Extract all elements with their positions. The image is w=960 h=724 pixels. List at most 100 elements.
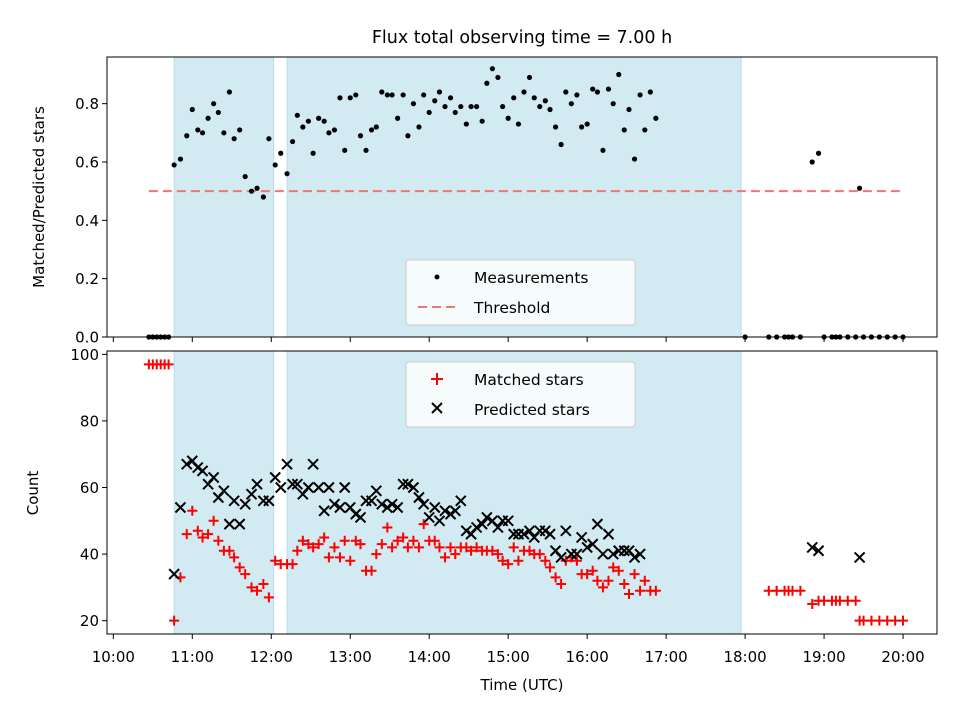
measurement-point — [621, 127, 627, 133]
matched-star-point — [540, 555, 551, 566]
x-tick-label: 11:00 — [171, 648, 214, 666]
predicted-star-point — [581, 541, 593, 554]
top-y-tick-label: 0.6 — [75, 154, 99, 172]
x-tick-label: 19:00 — [802, 648, 845, 666]
predicted-star-point — [571, 548, 583, 560]
matched-star-point — [355, 539, 366, 550]
predicted-star-point — [307, 458, 319, 470]
top-legend: Measurements Threshold — [405, 259, 636, 326]
matched-star-point — [229, 552, 240, 563]
matched-star-point — [213, 535, 224, 546]
matched-star-point — [534, 549, 545, 560]
predicted-star-point — [502, 515, 514, 527]
matched-star-point — [582, 569, 593, 580]
measurement-point — [242, 173, 248, 180]
matched-star-point — [487, 545, 498, 556]
bottom-y-ticks: 20 40 60 80 100 — [70, 346, 107, 630]
matched-star-point — [492, 549, 503, 560]
matched-star-point — [650, 585, 661, 596]
measurement-point — [463, 121, 469, 127]
predicted-star-point — [634, 548, 646, 560]
measurement-point — [211, 101, 217, 107]
predicted-star-point — [338, 481, 351, 494]
measurement-point — [237, 127, 243, 133]
predicted-star-point — [376, 498, 388, 510]
measurement-point — [294, 112, 300, 118]
measurement-point — [357, 133, 364, 139]
measurement-point — [171, 162, 177, 168]
measurement-point — [568, 101, 574, 107]
measurement-point — [342, 147, 348, 153]
measurement-point — [373, 124, 379, 130]
matched-star-point — [187, 505, 198, 516]
predicted-star-point — [263, 495, 275, 507]
bottom-y-tick-label: 40 — [80, 546, 99, 564]
bottom-y-axis-label: Count — [24, 471, 42, 516]
measurement-point — [521, 89, 527, 95]
measurement-point — [809, 159, 815, 165]
predicted-star-point — [365, 495, 378, 507]
measurement-point — [563, 89, 569, 95]
x-tick-label: 13:00 — [329, 648, 372, 666]
matched-star-point — [169, 615, 180, 626]
measurement-point — [515, 121, 522, 127]
predicted-star-point — [207, 471, 220, 484]
predicted-star-point — [591, 518, 604, 530]
top-shaded-interval — [173, 56, 275, 338]
matched-star-point — [376, 539, 387, 550]
measurement-point — [637, 92, 643, 98]
matched-star-point — [408, 535, 419, 546]
predicted-star-point — [354, 511, 367, 524]
measurement-point — [442, 103, 448, 110]
measurement-point — [526, 74, 533, 81]
predicted-star-point — [439, 505, 451, 517]
matched-star-point — [503, 559, 514, 570]
matched-star-point — [329, 542, 340, 553]
bottom-y-tick-label: 20 — [80, 612, 99, 630]
measurement-point — [489, 66, 495, 72]
top-legend-box — [405, 259, 636, 326]
matched-star-point — [508, 542, 519, 553]
predicted-star-point — [429, 501, 441, 514]
predicted-star-point — [245, 488, 258, 500]
matched-star-point — [639, 575, 650, 586]
measurement-point — [416, 124, 422, 130]
measurement-point — [653, 115, 659, 121]
measurement-point — [857, 185, 863, 191]
matched-star-point — [402, 542, 413, 553]
measurement-point — [395, 115, 401, 121]
measurement-point — [221, 130, 227, 136]
legend-matched-label: Matched stars — [474, 371, 584, 389]
predicted-star-point — [312, 481, 325, 494]
predicted-star-point — [269, 471, 281, 484]
matched-star-point — [382, 522, 393, 533]
predicted-star-point — [318, 505, 330, 517]
measurement-point — [405, 133, 411, 139]
measurement-point — [300, 124, 306, 130]
predicted-star-point — [455, 495, 467, 507]
matched-star-point — [345, 555, 356, 566]
matched-star-point — [163, 359, 174, 370]
predicted-star-point — [239, 498, 251, 510]
matched-star-point — [624, 589, 635, 600]
predicted-star-point — [286, 478, 299, 490]
top-y-ticks: 0.0 0.2 0.4 0.6 0.8 — [75, 95, 107, 347]
x-tick-label: 18:00 — [723, 648, 766, 666]
x-tick-label: 17:00 — [645, 648, 688, 666]
measurement-point — [558, 141, 564, 148]
measurement-point — [226, 89, 233, 95]
matched-star-point — [181, 529, 192, 540]
x-tick-label: 20:00 — [881, 648, 924, 666]
matched-star-point — [603, 575, 614, 586]
predicted-star-point — [812, 545, 825, 557]
measurement-point — [574, 92, 580, 98]
matched-star-point — [629, 569, 640, 580]
measurement-point — [642, 127, 648, 133]
legend-predicted-marker — [431, 402, 443, 414]
matched-star-point — [587, 565, 598, 576]
measurement-point — [552, 124, 559, 130]
measurement-point — [347, 95, 353, 101]
matched-star-point — [850, 595, 861, 606]
legend-matched-marker — [431, 373, 443, 385]
measurement-point — [389, 92, 395, 98]
